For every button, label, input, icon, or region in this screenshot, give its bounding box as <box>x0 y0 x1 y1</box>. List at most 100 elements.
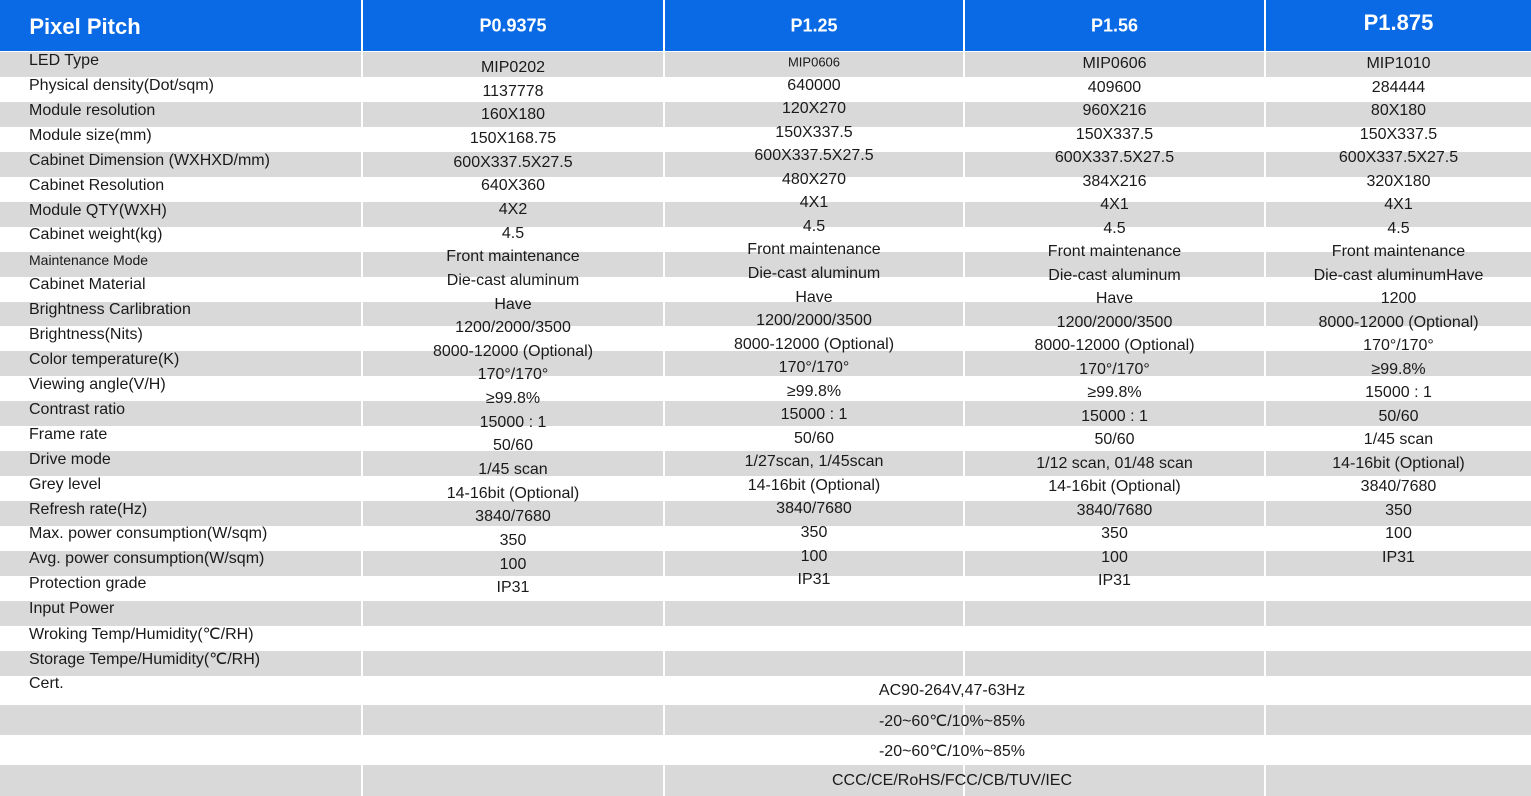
row-stripe <box>1266 650 1531 676</box>
header-cell <box>0 0 361 51</box>
row-label: Refresh rate(Hz) <box>29 500 148 518</box>
cell-value: 600X337.5X27.5 <box>1338 149 1459 166</box>
header-title: Pixel Pitch <box>29 14 141 39</box>
cell-value: 14-16bit (Optional) <box>747 476 881 494</box>
row-label: Physical density(Dot/sqm) <box>29 76 214 94</box>
cell-value: 350 <box>1101 525 1128 542</box>
cell-value: ≥99.8% <box>1087 384 1142 401</box>
row-stripe <box>363 705 663 735</box>
cell-value: 3840/7680 <box>776 500 852 518</box>
row-stripe <box>363 451 663 477</box>
row-stripe <box>1266 705 1531 735</box>
cell-value: 320X180 <box>1366 172 1431 190</box>
cell-value: 1/45 scan <box>1363 431 1434 448</box>
row-label: Cert. <box>29 675 64 692</box>
cell-value: MIP0202 <box>480 59 546 76</box>
cell-value: 4.5 <box>501 224 525 242</box>
cell-value: 8000-12000 (Optional) <box>733 335 895 353</box>
row-stripe <box>965 650 1264 676</box>
row-stripe <box>363 52 663 77</box>
cell-value: 100 <box>800 547 828 565</box>
row-stripe <box>965 501 1264 527</box>
cell-value: Front maintenance <box>446 248 580 266</box>
cell-value: IP31 <box>1382 548 1415 566</box>
row-stripe <box>0 151 361 177</box>
row-stripe <box>965 551 1264 576</box>
row-label: Viewing angle(V/H) <box>29 375 166 393</box>
row-label: Drive mode <box>29 450 111 468</box>
row-stripe <box>965 705 1264 735</box>
cell-value: 960X216 <box>1082 102 1147 119</box>
cell-value: Die-cast aluminum <box>1048 266 1181 284</box>
cell-value: 640X360 <box>480 177 546 195</box>
cell-value: 600X337.5X27.5 <box>754 147 874 165</box>
row-stripe <box>1266 600 1531 626</box>
row-label: Color temperature(K) <box>29 351 180 369</box>
cell-value: Have <box>795 288 833 306</box>
row-stripe <box>0 101 361 127</box>
row-stripe <box>363 301 663 327</box>
header-column: P1.25 <box>790 15 838 36</box>
header-column: P0.9375 <box>479 15 547 36</box>
row-stripe <box>1266 765 1531 796</box>
cell-value: 480X270 <box>781 170 847 188</box>
cell-value: MIP1010 <box>1366 55 1431 72</box>
header-cell <box>1266 0 1531 51</box>
row-label: Cabinet Dimension (WXHXD/mm) <box>29 151 270 169</box>
cell-value: 1/45 scan <box>478 461 548 479</box>
row-label: Brightness(Nits) <box>29 326 143 344</box>
row-stripe <box>0 650 361 676</box>
cell-value: 15000 : 1 <box>479 413 547 431</box>
row-stripe <box>665 765 963 796</box>
cell-value: 1200/2000/3500 <box>1056 313 1173 331</box>
row-label: Cabinet Material <box>29 276 146 294</box>
cell-value: 120X270 <box>781 100 847 118</box>
cell-value: 15000 : 1 <box>1365 384 1432 401</box>
cell-value: Front maintenance <box>1331 243 1466 260</box>
row-stripe <box>363 765 663 796</box>
cell-value: 600X337.5X27.5 <box>1054 149 1175 166</box>
cell-value: IP31 <box>1098 572 1131 589</box>
shared-value: AC90-264V,47-63Hz <box>878 682 1026 699</box>
cell-value: 384X216 <box>1082 172 1147 190</box>
row-stripe <box>665 52 963 77</box>
cell-value: 100 <box>499 555 527 573</box>
row-stripe <box>1266 101 1531 127</box>
header-column: P1.875 <box>1363 10 1434 35</box>
row-stripe <box>1266 401 1531 427</box>
cell-value: 150X337.5 <box>1359 125 1438 143</box>
row-stripe <box>0 351 361 377</box>
row-stripe <box>363 151 663 177</box>
cell-value: 8000-12000 (Optional) <box>1034 337 1195 354</box>
row-stripe <box>0 705 361 735</box>
cell-value: 8000-12000 (Optional) <box>432 342 594 360</box>
cell-value: 15000 : 1 <box>1081 407 1148 425</box>
row-label: Grey level <box>29 475 102 493</box>
shared-value: CCC/CE/RoHS/FCC/CB/TUV/IEC <box>831 772 1073 789</box>
cell-value: Die-cast aluminum <box>446 271 580 289</box>
row-stripe <box>0 401 361 427</box>
row-label: Module resolution <box>29 101 156 119</box>
cell-value: 409600 <box>1087 78 1142 96</box>
cell-value: 150X337.5 <box>1075 125 1154 143</box>
cell-value: ≥99.8% <box>485 390 541 408</box>
cell-value: 14-16bit (Optional) <box>1048 478 1181 495</box>
cell-value: 350 <box>1385 501 1412 519</box>
cell-value: 1200 <box>1380 290 1417 307</box>
row-stripe <box>363 650 663 676</box>
row-stripe <box>965 451 1264 477</box>
cell-value: 3840/7680 <box>475 508 551 526</box>
cell-value: 4X1 <box>1384 196 1413 213</box>
row-stripe <box>1266 201 1531 227</box>
row-stripe <box>1266 501 1531 527</box>
row-stripe <box>965 52 1264 77</box>
cell-value: 4.5 <box>1103 219 1126 237</box>
row-stripe <box>0 551 361 576</box>
cell-value: 1/27scan, 1/45scan <box>744 453 884 471</box>
row-stripe <box>665 551 963 576</box>
cell-value: Front maintenance <box>747 241 881 259</box>
cell-value: 1200/2000/3500 <box>455 319 571 337</box>
row-label: Avg. power consumption(W/sqm) <box>29 550 265 568</box>
row-stripe <box>665 201 963 227</box>
cell-value: ≥99.8% <box>786 382 842 400</box>
